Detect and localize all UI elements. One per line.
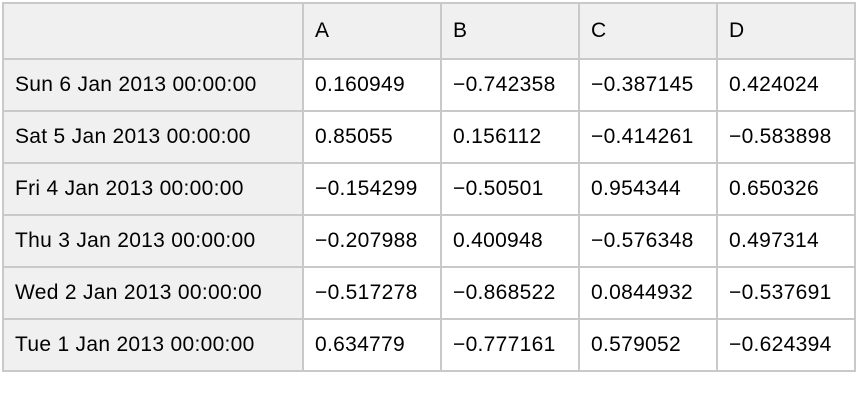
data-cell: −0.576348 [578, 214, 718, 268]
data-cell: −0.207988 [302, 214, 442, 268]
data-cell: 0.497314 [716, 214, 856, 268]
data-cell: −0.624394 [716, 318, 856, 372]
data-cell: 0.634779 [302, 318, 442, 372]
data-cell: −0.154299 [302, 162, 442, 216]
column-header-d: D [716, 2, 856, 60]
data-cell: −0.414261 [578, 110, 718, 164]
data-cell: 0.160949 [302, 58, 442, 112]
table-body: Sun 6 Jan 2013 00:00:00 0.160949 −0.742358… [2, 58, 856, 372]
column-header-a: A [302, 2, 442, 60]
column-header-b: B [440, 2, 580, 60]
data-cell: −0.868522 [440, 266, 580, 320]
table-row: Sun 6 Jan 2013 00:00:00 0.160949 −0.742358… [2, 58, 856, 112]
table-row: Sat 5 Jan 2013 00:00:00 0.85055 0.156112 −0… [2, 110, 856, 164]
data-cell: −0.517278 [302, 266, 442, 320]
row-index-cell: Thu 3 Jan 2013 00:00:00 [2, 214, 304, 268]
data-cell: 0.650326 [716, 162, 856, 216]
data-cell: −0.777161 [440, 318, 580, 372]
table-row: Wed 2 Jan 2013 00:00:00 −0.517278 −0.86852… [2, 266, 856, 320]
table-row: Tue 1 Jan 2013 00:00:00 0.634779 −0.777161… [2, 318, 856, 372]
data-cell: 0.400948 [440, 214, 580, 268]
data-cell: 0.85055 [302, 110, 442, 164]
column-header-c: C [578, 2, 718, 60]
row-index-cell: Sat 5 Jan 2013 00:00:00 [2, 110, 304, 164]
row-index-cell: Fri 4 Jan 2013 00:00:00 [2, 162, 304, 216]
row-index-cell: Tue 1 Jan 2013 00:00:00 [2, 318, 304, 372]
data-cell: −0.583898 [716, 110, 856, 164]
row-index-cell: Wed 2 Jan 2013 00:00:00 [2, 266, 304, 320]
data-cell: 0.954344 [578, 162, 718, 216]
data-cell: 0.0844932 [578, 266, 718, 320]
data-cell: −0.537691 [716, 266, 856, 320]
data-cell: 0.156112 [440, 110, 580, 164]
data-cell: −0.742358 [440, 58, 580, 112]
data-cell: −0.387145 [578, 58, 718, 112]
corner-cell [2, 2, 304, 60]
table-row: Fri 4 Jan 2013 00:00:00 −0.154299 −0.50501… [2, 162, 856, 216]
data-cell: 0.424024 [716, 58, 856, 112]
row-index-cell: Sun 6 Jan 2013 00:00:00 [2, 58, 304, 112]
data-cell: 0.579052 [578, 318, 718, 372]
data-cell: −0.50501 [440, 162, 580, 216]
table-row: Thu 3 Jan 2013 00:00:00 −0.207988 0.400948… [2, 214, 856, 268]
